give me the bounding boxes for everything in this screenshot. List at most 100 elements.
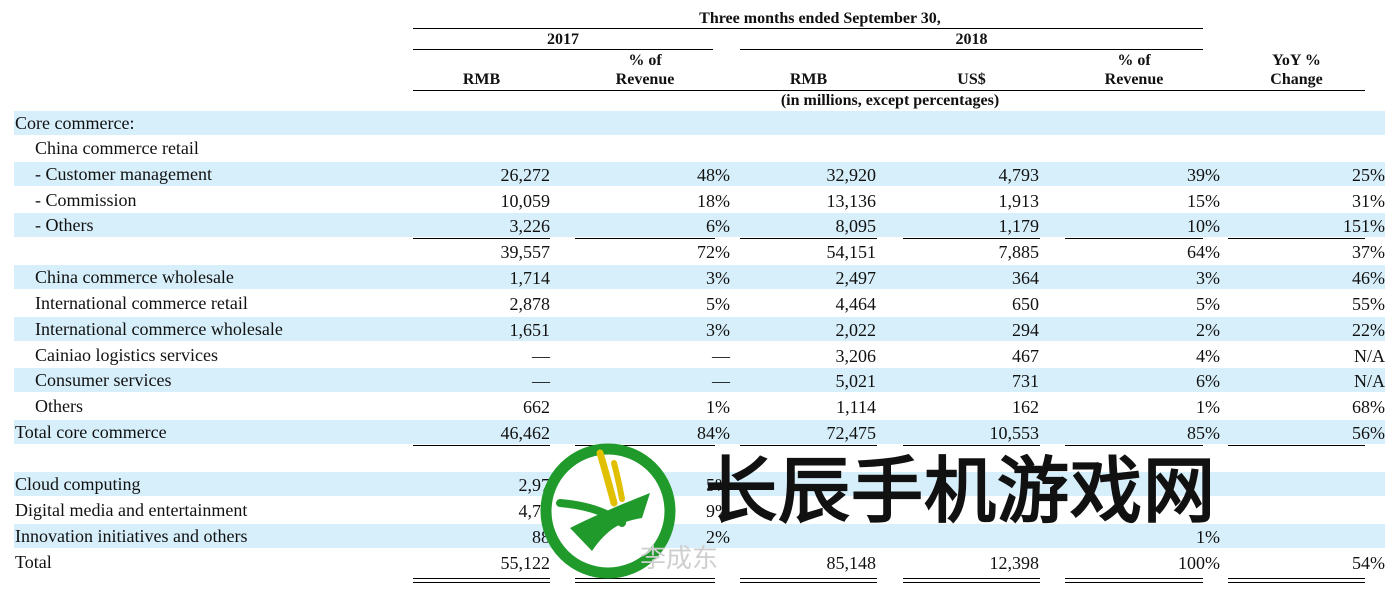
period-header: Three months ended September 30, <box>699 10 941 27</box>
watermark-logo-icon <box>540 443 676 579</box>
cell-rmb-2018: 3,206 <box>835 346 877 366</box>
cell-usd-2018: 294 <box>1012 320 1039 340</box>
total-core-rule <box>575 445 715 446</box>
watermark-subtitle: 李成东 <box>640 544 719 574</box>
cell-pct-2018: 2% <box>1196 320 1220 340</box>
cell-rmb-2017: 39,557 <box>500 242 551 262</box>
table-row: Core commerce: <box>14 111 1385 135</box>
cell-rmb-2017: 26,272 <box>500 165 551 185</box>
grand-total-double-rule <box>1065 578 1203 579</box>
row-label: - Customer management <box>35 164 212 184</box>
col-pct-2018-header-line1: % of <box>1117 52 1151 69</box>
cell-rmb-2017: 2,878 <box>509 294 551 314</box>
cell-yoy-change: 31% <box>1352 191 1385 211</box>
row-label: China commerce wholesale <box>35 267 234 287</box>
table-row: Cloud computing 2,97 5% <box>14 472 1385 496</box>
cell-rmb-2017: 1,714 <box>509 268 551 288</box>
cell-pct-2018: 100% <box>1178 553 1220 573</box>
table-row: Others 662 1% 1,114 162 1% 68% <box>14 394 1385 418</box>
table-row: China commerce wholesale 1,714 3% 2,497 364 3… <box>14 265 1385 289</box>
cell-pct-2017: — <box>712 346 730 366</box>
cell-yoy-change: 55% <box>1352 294 1385 314</box>
cell-pct-2017: 5% <box>706 475 730 495</box>
cell-rmb-2018: 72,475 <box>826 423 877 443</box>
cell-rmb-2017: — <box>532 371 550 391</box>
cell-usd-2018: 1,179 <box>998 216 1040 236</box>
column-header-rule <box>413 90 1365 91</box>
subtotal-rule <box>1228 238 1365 239</box>
total-core-rule <box>740 445 877 446</box>
cell-rmb-2018: 2,497 <box>835 268 877 288</box>
cell-rmb-2017: 3,226 <box>509 216 551 236</box>
cell-pct-2018: 39% <box>1187 165 1220 185</box>
cell-rmb-2018: 85,148 <box>826 553 877 573</box>
col-usd-2018-header: US$ <box>957 71 986 88</box>
cell-rmb-2018: 8,095 <box>835 216 877 236</box>
subtotal-rule <box>903 238 1040 239</box>
cell-usd-2018: 467 <box>1012 346 1039 366</box>
cell-rmb-2018: 4,464 <box>835 294 877 314</box>
row-label: Total core commerce <box>15 422 167 442</box>
cell-usd-2018: 12,398 <box>989 553 1040 573</box>
row-label: China commerce retail <box>35 138 199 158</box>
total-core-rule <box>1065 445 1203 446</box>
cell-yoy-change: 54% <box>1352 553 1385 573</box>
table-row: 39,557 72% 54,151 7,885 64% 37% <box>14 239 1386 263</box>
cell-pct-2017: 18% <box>697 191 730 211</box>
cell-usd-2018: 1,913 <box>998 191 1040 211</box>
cell-rmb-2018: 13,136 <box>826 191 877 211</box>
cell-usd-2018: 10,553 <box>989 423 1040 443</box>
cell-pct-2017: 2% <box>706 527 730 547</box>
cell-rmb-2017: 1,651 <box>509 320 551 340</box>
cell-usd-2018: 4,793 <box>998 165 1040 185</box>
cell-pct-2017: 48% <box>697 165 730 185</box>
cell-pct-2017: 3% <box>706 268 730 288</box>
cell-pct-2017: 6% <box>706 216 730 236</box>
cell-pct-2018: 10% <box>1187 216 1220 236</box>
cell-rmb-2017: — <box>532 346 550 366</box>
row-label: Total <box>15 552 52 572</box>
cell-pct-2017: 9% <box>706 501 730 521</box>
cell-yoy-change: 37% <box>1352 242 1385 262</box>
cell-rmb-2018: 5,021 <box>835 371 877 391</box>
period-rule <box>413 28 1203 29</box>
cell-rmb-2017: 55,122 <box>500 553 551 573</box>
table-row: International commerce retail 2,878 5% 4,46… <box>14 291 1385 315</box>
year-2017-rule <box>413 49 713 50</box>
cell-pct-2018: 1% <box>1196 527 1220 547</box>
row-label: Innovation initiatives and others <box>15 526 248 546</box>
cell-pct-2018: 3% <box>1196 268 1220 288</box>
col-pct-2017-header-line1: % of <box>628 52 662 69</box>
table-row: Cainiao logistics services — — 3,206 467 4% N/… <box>14 343 1385 367</box>
grand-total-double-rule <box>575 578 715 579</box>
grand-total-double-rule <box>1228 578 1365 579</box>
cell-rmb-2018: 32,920 <box>826 165 877 185</box>
subtotal-rule <box>740 238 877 239</box>
cell-pct-2018: 15% <box>1187 191 1220 211</box>
table-row: - Customer management 26,272 48% 32,920 4,79… <box>14 162 1385 186</box>
watermark-title: 长辰手机游戏网 <box>705 449 1217 533</box>
grand-total-double-rule <box>740 578 877 579</box>
table-row: Total 55,122 85,148 12,398 100% 54% <box>14 550 1385 574</box>
total-core-rule <box>413 445 550 446</box>
cell-rmb-2018: 54,151 <box>826 242 877 262</box>
table-row: China commerce retail <box>14 136 1385 160</box>
row-label: International commerce retail <box>35 293 248 313</box>
cell-pct-2018: 64% <box>1187 242 1220 262</box>
grand-total-double-rule <box>575 582 715 583</box>
cell-pct-2017: — <box>712 371 730 391</box>
cell-usd-2018: 650 <box>1012 294 1039 314</box>
subtotal-rule <box>575 238 715 239</box>
units-note: (in millions, except percentages) <box>780 92 1000 109</box>
grand-total-double-rule <box>413 582 550 583</box>
cell-pct-2017: 3% <box>706 320 730 340</box>
cell-yoy-change: 68% <box>1352 397 1385 417</box>
grand-total-double-rule <box>413 578 550 579</box>
row-label: Others <box>35 396 83 416</box>
cell-pct-2018: 5% <box>1196 294 1220 314</box>
cell-pct-2018: 85% <box>1187 423 1220 443</box>
cell-pct-2017: 1% <box>706 397 730 417</box>
cell-usd-2018: 364 <box>1012 268 1039 288</box>
table-row: Total core commerce 46,462 84% 72,475 10,553… <box>14 420 1385 444</box>
row-label: - Others <box>35 215 94 235</box>
